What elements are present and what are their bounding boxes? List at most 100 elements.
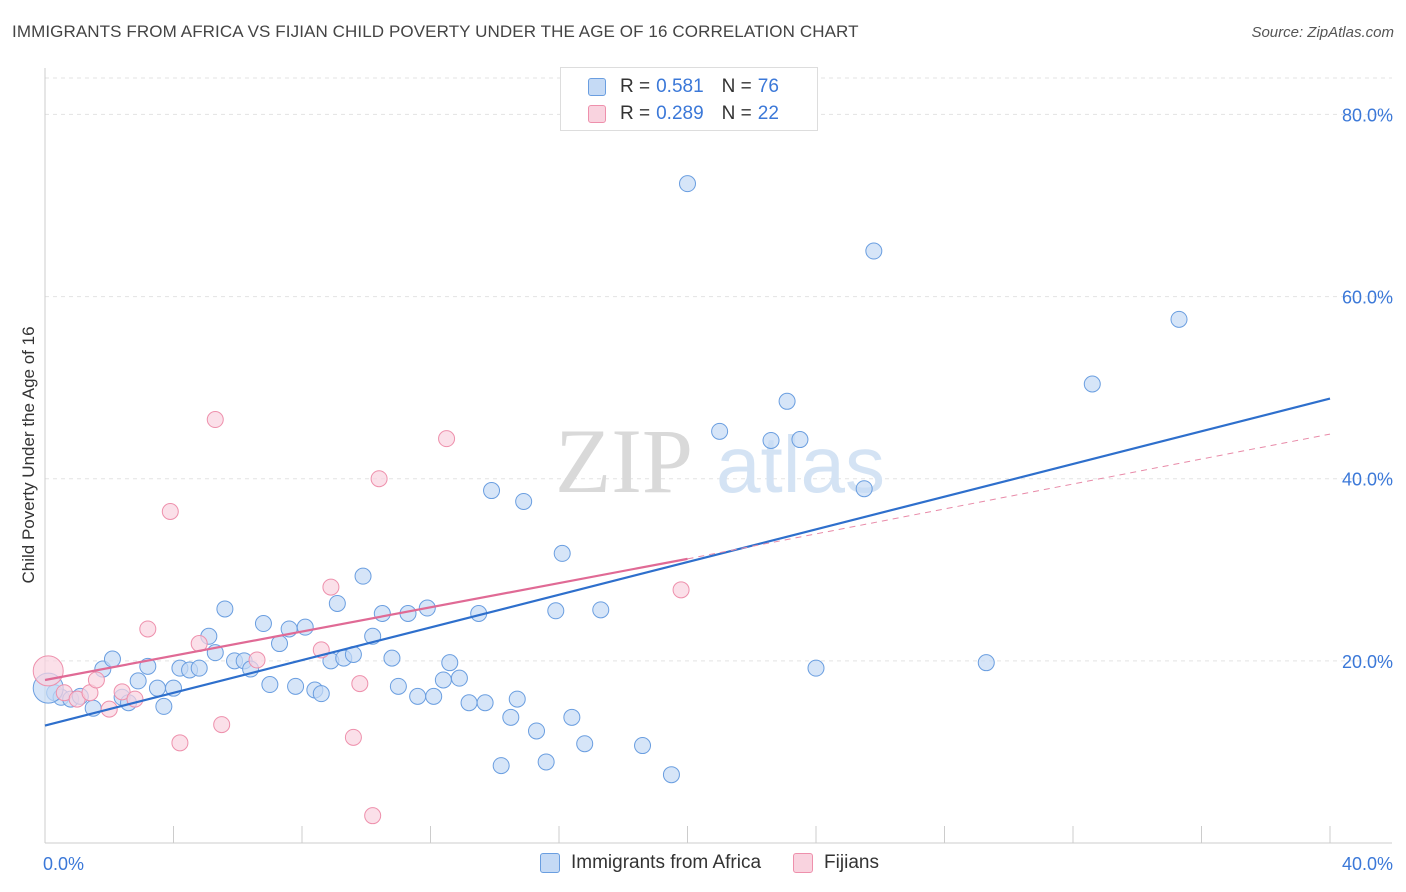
africa-point xyxy=(271,635,289,653)
watermark-zip: ZIP xyxy=(555,410,693,512)
fijian-point xyxy=(113,683,131,701)
y-tick-label: 60.0% xyxy=(1342,288,1393,308)
fijian-point xyxy=(370,470,388,488)
africa-point xyxy=(791,431,809,449)
x-tick-label: 0.0% xyxy=(43,854,84,874)
africa-point xyxy=(563,708,581,726)
r-value: 0.289 xyxy=(656,103,704,124)
africa-point xyxy=(312,685,330,703)
trend-lines xyxy=(44,397,1331,727)
fijian-point xyxy=(672,581,690,599)
fijian-point xyxy=(344,728,362,746)
africa-point xyxy=(287,677,305,695)
source-label: Source: ZipAtlas.com xyxy=(1251,24,1394,41)
africa-point xyxy=(1083,375,1101,393)
africa-point xyxy=(1170,310,1188,328)
tick-labels: 20.0% 40.0% 60.0% 80.0% 0.0% 40.0% xyxy=(43,105,1393,874)
africa-point xyxy=(441,654,459,672)
africa-point xyxy=(216,600,234,618)
stats-legend: R = 0.581 N = 76 R = 0.289 N = 22 xyxy=(560,67,818,131)
x-tick-label: 40.0% xyxy=(1342,854,1393,874)
africa-point xyxy=(762,431,780,449)
africa-point xyxy=(634,737,652,755)
grid-lines xyxy=(45,77,1392,662)
fijians-swatch xyxy=(588,105,606,123)
fijian-point xyxy=(322,578,340,596)
africa-point xyxy=(425,687,443,705)
n-value: 76 xyxy=(757,76,779,97)
fijian-point xyxy=(171,734,189,752)
fijians-legend-swatch xyxy=(793,853,814,873)
n-label: N = xyxy=(721,103,752,124)
africa-point xyxy=(492,757,510,775)
africa-point xyxy=(553,544,571,562)
fijian-point xyxy=(213,716,231,734)
africa-point xyxy=(389,677,407,695)
africa-point xyxy=(662,766,680,784)
fijian-point xyxy=(438,430,456,448)
africa-point xyxy=(508,690,526,708)
legend-label-africa: Immigrants from Africa xyxy=(571,852,762,873)
africa-point xyxy=(537,753,555,771)
africa-point xyxy=(354,567,372,585)
legend-label-fijians: Fijians xyxy=(824,852,879,873)
africa-point xyxy=(409,687,427,705)
stats-row-africa: R = 0.581 N = 76 xyxy=(588,75,779,99)
r-label: R = xyxy=(620,103,651,124)
r-value: 0.581 xyxy=(656,76,704,97)
fijian-point xyxy=(161,503,179,520)
africa-point xyxy=(502,708,520,726)
series-legend: Immigrants from Africa Fijians xyxy=(540,852,911,874)
fijian-trend-line xyxy=(44,557,688,682)
africa-point xyxy=(977,654,995,672)
stats-row-fijians: R = 0.289 N = 22 xyxy=(588,102,779,126)
africa-point xyxy=(476,694,494,712)
y-axis-label: Child Poverty Under the Age of 16 xyxy=(19,326,38,583)
africa-point xyxy=(103,650,121,668)
fijian-point xyxy=(351,675,369,693)
africa-point xyxy=(515,492,533,510)
fijian-point xyxy=(139,620,157,638)
africa-point xyxy=(148,679,166,697)
fijian-point xyxy=(32,655,64,687)
africa-point xyxy=(261,676,279,694)
legend-item-fijians[interactable]: Fijians xyxy=(793,852,879,874)
africa-point xyxy=(865,242,883,260)
r-label: R = xyxy=(620,76,651,97)
fijian-point xyxy=(364,807,382,825)
legend-item-africa[interactable]: Immigrants from Africa xyxy=(540,852,761,874)
africa-legend-swatch xyxy=(540,853,560,873)
africa-point xyxy=(547,602,565,620)
africa-point xyxy=(434,671,452,689)
africa-trend-line xyxy=(44,397,1331,727)
fijian-point xyxy=(206,411,224,429)
africa-point xyxy=(528,722,546,740)
africa-point xyxy=(254,615,272,633)
fijian-point xyxy=(87,671,105,689)
africa-point xyxy=(778,392,796,410)
africa-point xyxy=(155,697,173,715)
africa-point xyxy=(807,659,825,677)
africa-point xyxy=(373,605,391,622)
n-value: 22 xyxy=(757,103,779,124)
chart-title: IMMIGRANTS FROM AFRICA VS FIJIAN CHILD P… xyxy=(12,22,859,41)
africa-point xyxy=(190,659,208,677)
africa-point xyxy=(679,175,696,193)
africa-point xyxy=(450,669,468,687)
fijian-point xyxy=(248,651,266,669)
y-tick-label: 40.0% xyxy=(1342,470,1393,490)
africa-point xyxy=(592,601,610,619)
y-tick-label: 80.0% xyxy=(1342,105,1393,125)
africa-point xyxy=(576,735,594,753)
africa-point xyxy=(711,422,729,440)
africa-point xyxy=(855,480,873,498)
africa-point xyxy=(460,694,478,712)
y-tick-label: 20.0% xyxy=(1342,652,1393,672)
africa-point xyxy=(483,482,501,500)
africa-point xyxy=(383,649,401,667)
axes xyxy=(44,68,1392,844)
n-label: N = xyxy=(721,76,752,97)
africa-point xyxy=(129,672,147,690)
africa-point xyxy=(328,594,346,612)
